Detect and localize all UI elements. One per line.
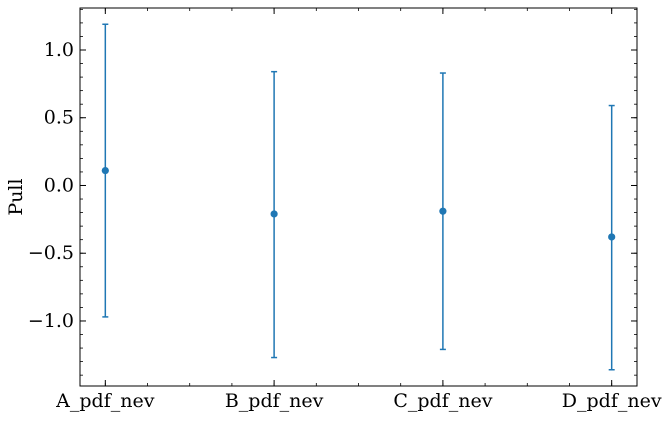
y-tick-labels: −1.0 −0.5 0.0 0.5 1.0 <box>28 39 74 332</box>
plot-area <box>79 7 638 387</box>
data-point <box>101 166 109 175</box>
major-ticks <box>80 8 637 386</box>
data-point <box>270 210 278 218</box>
x-tick-label: D_pdf_nev <box>562 390 662 412</box>
x-tick-label: B_pdf_nev <box>225 390 324 412</box>
data-points <box>101 166 616 241</box>
y-axis-label: Pull <box>5 178 27 215</box>
data-point <box>439 207 447 215</box>
x-tick-label: C_pdf_nev <box>393 390 492 412</box>
y-tick-label: 0.0 <box>44 174 74 196</box>
y-tick-label: 0.5 <box>44 107 74 129</box>
y-tick-label: 1.0 <box>44 39 74 61</box>
data-point <box>608 233 616 241</box>
y-tick-label: −0.5 <box>28 242 74 264</box>
x-tick-labels: A_pdf_nev B_pdf_nev C_pdf_nev D_pdf_nev <box>55 390 662 412</box>
y-tick-label: −1.0 <box>28 310 74 332</box>
x-tick-label: A_pdf_nev <box>55 390 155 412</box>
